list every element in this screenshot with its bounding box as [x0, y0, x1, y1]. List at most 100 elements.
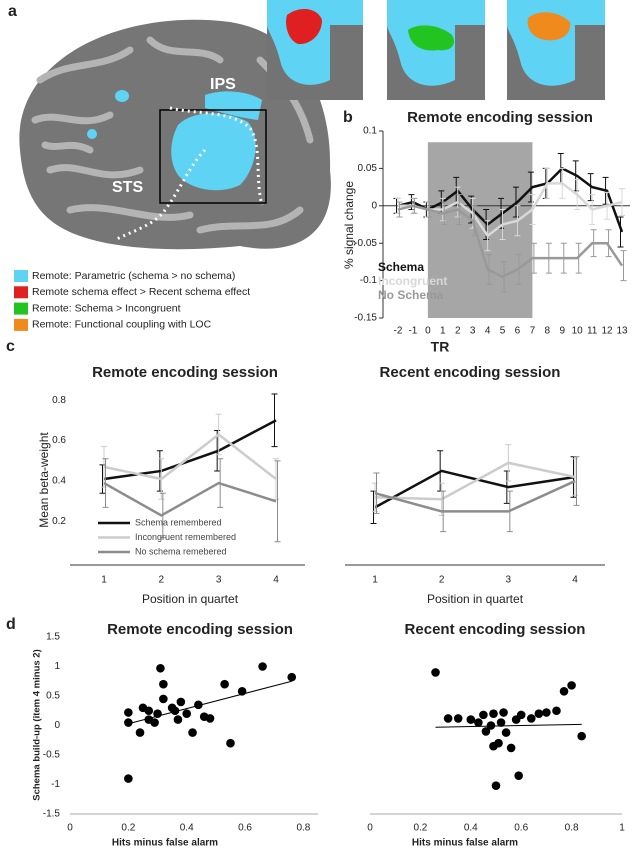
y-axis-label: Schema build-up (item 4 minus 2)	[32, 649, 43, 801]
x-axis-label: Position in quartet	[142, 592, 239, 606]
y-tick-label: -0.15	[354, 313, 377, 324]
y-tick-label: -1	[51, 779, 60, 790]
x-tick-label: 7	[530, 326, 536, 337]
x-tick-label: 3	[216, 575, 222, 586]
x-tick-label: 0	[67, 823, 73, 834]
scatter-point	[237, 686, 247, 696]
scatter-point	[226, 738, 235, 748]
data-line	[374, 461, 576, 501]
x-tick-label: 0.6	[514, 823, 528, 834]
scatter-point	[144, 706, 154, 716]
scatter-point	[156, 663, 165, 673]
x-tick-label: 8	[545, 326, 551, 337]
x-tick-label: 1	[372, 575, 378, 586]
panel-label: b	[343, 109, 353, 126]
x-tick-label: 4	[572, 575, 578, 586]
scatter-point	[453, 714, 463, 723]
legend-label: Incongruent remembered	[135, 532, 236, 542]
x-tick-label: 4	[485, 326, 491, 337]
x-axis-label: Hits minus false alarm	[112, 838, 218, 849]
scatter-point	[481, 727, 491, 736]
scatter-point	[159, 694, 168, 704]
error-bar	[274, 460, 281, 543]
y-axis-label: Mean beta-weight	[37, 432, 51, 528]
data-line	[374, 469, 576, 509]
scatter-point	[516, 710, 526, 720]
panel-label: a	[8, 3, 17, 20]
scatter-point	[159, 679, 168, 689]
x-axis-label: Position in quartet	[427, 592, 524, 606]
legend-label: No schema remebered	[135, 546, 227, 556]
x-tick-label: 0.2	[413, 823, 427, 834]
x-tick-label: 13	[616, 326, 628, 337]
error-bar	[617, 216, 624, 248]
chart-title: Remote encoding session	[407, 109, 593, 126]
x-tick-label: 12	[602, 326, 614, 337]
y-axis-label: % signal change	[342, 181, 356, 269]
legend-swatch	[14, 302, 28, 315]
x-tick-label: 0.8	[565, 823, 579, 834]
panel-label: d	[6, 616, 16, 633]
scatter-point	[258, 662, 267, 671]
legend-label: No Schema	[378, 288, 444, 302]
scatter-point	[170, 706, 180, 716]
scatter-point	[526, 714, 536, 723]
scatter-point	[124, 774, 133, 783]
x-tick-label: 0.4	[180, 823, 194, 834]
y-tick-label: 0.5	[46, 691, 60, 702]
x-tick-label: 2	[159, 575, 165, 586]
y-tick-label: 0	[371, 200, 377, 211]
scatter-point	[150, 718, 159, 727]
x-tick-label: 0.2	[121, 823, 135, 834]
x-tick-label: 11	[587, 326, 598, 337]
scatter-point	[124, 718, 133, 727]
y-tick-label: 0.6	[52, 435, 66, 446]
scatter-point	[135, 728, 145, 737]
chart-title: Remote encoding session	[107, 621, 293, 638]
brain-label: STS	[112, 179, 143, 196]
x-axis-label: Hits minus false alarm	[412, 838, 518, 849]
scatter-point	[542, 708, 551, 717]
scatter-point	[466, 715, 476, 724]
legend-label: Incongruent	[378, 274, 447, 288]
x-tick-label: -2	[394, 326, 403, 337]
error-bar	[573, 456, 580, 506]
scatter-point	[176, 697, 186, 707]
x-tick-label: -1	[408, 326, 417, 337]
scatter-point	[514, 771, 523, 780]
y-tick-label: -1.5	[43, 809, 61, 820]
scatter-point	[124, 708, 133, 717]
x-tick-label: 0.4	[464, 823, 478, 834]
x-tick-label: 1	[619, 823, 625, 834]
scatter-point	[499, 708, 508, 717]
data-line	[103, 481, 277, 517]
data-line	[398, 182, 623, 238]
y-tick-label: -0.1	[360, 275, 378, 286]
legend-label: Remote schema effect > Recent schema eff…	[32, 286, 250, 298]
y-tick-label: 0.05	[358, 163, 378, 174]
data-line	[397, 166, 624, 233]
x-tick-label: 3	[506, 575, 512, 586]
data-line	[103, 419, 277, 481]
x-tick-label: 1	[101, 575, 107, 586]
y-tick-label: 1.5	[46, 632, 60, 643]
x-axis-label: TR	[431, 339, 450, 355]
x-tick-label: 9	[559, 326, 565, 337]
legend-swatch	[14, 286, 28, 299]
chart-title: Remote encoding session	[92, 364, 278, 381]
trend-line	[435, 723, 582, 728]
scatter-point	[153, 709, 162, 718]
scatter-point	[534, 709, 544, 718]
scatter-point	[220, 679, 229, 689]
scatter-point	[494, 738, 503, 748]
x-tick-label: 4	[273, 575, 279, 586]
legend-label: Schema remembered	[135, 517, 222, 527]
x-tick-label: 0.8	[296, 823, 310, 834]
chart-title: Recent encoding session	[380, 364, 561, 381]
scatter-point	[506, 743, 516, 753]
scatter-point	[479, 710, 488, 720]
legend-swatch	[14, 270, 28, 282]
data-line	[374, 479, 576, 513]
x-tick-label: 3	[470, 326, 476, 337]
scatter-point	[182, 709, 192, 718]
